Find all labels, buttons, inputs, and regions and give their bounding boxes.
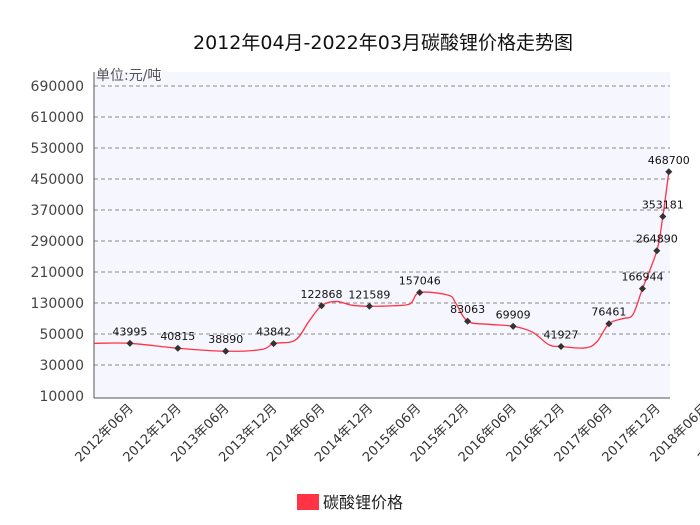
data-label: 166944 [621, 271, 663, 284]
data-point [317, 302, 326, 310]
data-label: 157046 [399, 275, 441, 288]
y-tick-label: 610000 [31, 110, 84, 126]
data-label: 43842 [256, 326, 291, 339]
y-tick-label: 290000 [31, 234, 84, 250]
data-label: 38890 [208, 333, 243, 346]
data-point [222, 347, 230, 355]
data-label: 468700 [648, 154, 690, 167]
y-tick-label: 30000 [39, 358, 84, 374]
legend: 碳酸锂价格 [297, 493, 403, 512]
data-point [464, 317, 472, 325]
data-point [653, 247, 661, 255]
data-point [665, 168, 673, 176]
chart-title: 2012年04月-2022年03月碳酸锂价格走势图 [193, 32, 573, 54]
data-label: 41927 [544, 329, 579, 342]
data-label: 43995 [112, 325, 147, 338]
data-point [638, 285, 646, 293]
unit-label: 单位:元/吨 [96, 68, 161, 84]
y-axis-ticks: 690000 610000 530000 450000 370000 290000 2100… [31, 79, 84, 405]
data-label: 264890 [636, 233, 678, 246]
x-axis-ticks: 2012年06月2012年12月2013年06月2013年12月2014年06月… [73, 401, 700, 465]
legend-label: 碳酸锂价格 [323, 493, 403, 512]
data-label: 76461 [591, 306, 626, 319]
data-point [174, 344, 182, 352]
data-point [270, 340, 278, 348]
data-labels: 43995 40815 38890 43842 122868 121589 157046 83… [112, 154, 689, 346]
data-label: 353181 [642, 199, 684, 212]
data-label: 121589 [348, 288, 390, 301]
data-point [416, 288, 424, 297]
y-tick-label: 530000 [31, 141, 84, 157]
y-tick-label: 130000 [31, 296, 84, 312]
y-tick-label: 370000 [31, 203, 84, 219]
data-label: 83063 [450, 303, 485, 316]
data-point [659, 212, 667, 221]
data-point [509, 322, 517, 330]
y-tick-label: 210000 [31, 265, 84, 281]
data-label: 122868 [301, 288, 343, 301]
data-markers [126, 168, 673, 355]
legend-swatch [297, 494, 319, 510]
data-point [557, 342, 565, 351]
gridlines [94, 85, 670, 366]
data-point [126, 339, 134, 347]
y-tick-label: 450000 [31, 172, 84, 188]
data-label: 69909 [496, 308, 531, 321]
plot-area [94, 72, 670, 398]
data-label: 40815 [160, 330, 195, 343]
data-point [365, 302, 373, 310]
y-tick-label: 50000 [39, 327, 84, 343]
y-tick-label: 10000 [39, 389, 84, 405]
y-tick-label: 690000 [31, 79, 84, 95]
data-point [605, 320, 613, 328]
